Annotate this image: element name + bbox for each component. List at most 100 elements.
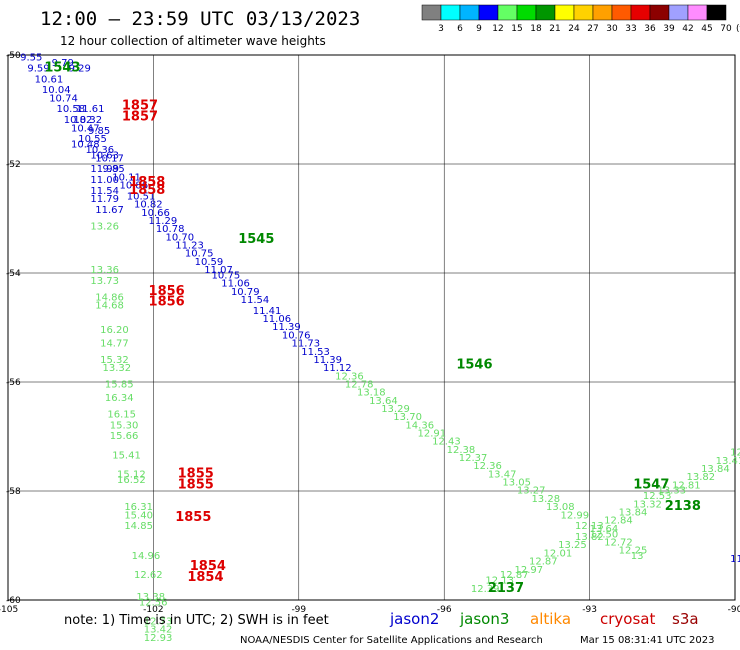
x-tick-label: -99 [291,605,306,615]
wave-height-label: 10.66 [141,208,170,219]
wave-height-label: 10.63 [90,151,119,162]
wave-height-label: 13.27 [517,486,546,497]
pass-number-label: 1856 [149,284,185,299]
wave-height-label: 12.84 [604,516,633,527]
y-tick-label: -50 [6,51,21,61]
satellite-label-jason2: jason2 [389,610,439,628]
wave-height-label: 10.75 [212,270,241,281]
satellite-label-altika: altika [530,610,571,628]
wave-height-label: 15.66 [110,431,139,442]
wave-height-label: 14.86 [95,292,124,303]
pass-number-label: 2138 [665,499,701,514]
wave-height-label: 13.38 [136,592,165,603]
wave-height-label: 13.26 [90,221,119,232]
pass-number-label: 1545 [238,232,274,247]
legend-swatch [668,4,689,21]
wave-height-label: 13 [631,551,644,562]
wave-height-label: 13.33 [657,486,686,497]
pass-number-label: 1854 [190,559,226,574]
wave-height-label: 12.72 [604,538,633,549]
wave-height-label: 12.93 [144,633,173,644]
wave-height-label: 16.15 [107,409,136,420]
wave-height-label: 10.11 [112,172,141,183]
wave-height-label: 9.59 [27,63,49,74]
wave-height-label: 11.06 [262,314,291,325]
legend-unit: (ft) [736,24,740,34]
pass-number-label: 1855 [178,477,214,492]
wave-height-label: 10.32 [73,115,102,126]
legend-tick-label: 15 [511,24,522,34]
wave-height-label: 9.85 [88,126,110,137]
wave-height-label: 10.47 [71,123,100,134]
footer-timestamp: Mar 15 08:31:41 UTC 2023 [580,635,715,646]
wave-height-label: 13.32 [103,363,132,374]
wave-height-label: 11.39 [313,355,342,366]
wave-height-label: 12.36 [335,371,364,382]
pass-number-label: 2137 [488,581,524,596]
wave-height-label: 12.87 [529,557,558,568]
satellite-label-s3a: s3a [672,610,699,628]
wave-height-label: 12.62 [134,570,163,581]
wave-height-label: 13.64 [369,396,398,407]
legend-swatch [516,4,537,21]
legend-tick-label: 36 [644,24,656,34]
pass-number-label: 1858 [129,175,165,190]
wave-height-label: 15.85 [105,379,134,390]
wave-height-label: 9.29 [69,63,91,74]
wave-height-label: 10.76 [282,330,311,341]
wave-height-label: 12.87 [500,570,529,581]
wave-height-label: 10.04 [42,85,71,96]
chart-title: 12:00 – 23:59 UTC 03/13/2023 [40,8,360,30]
pass-number-label: 1857 [122,99,158,114]
wave-height-label: 13.73 [90,276,119,287]
wave-height-label: 10.48 [71,140,100,151]
wave-height-label: 12.39 [471,584,500,595]
y-tick-label: -58 [6,487,21,497]
pass-number-label: 1854 [187,570,223,585]
wave-height-label: 11.12 [323,363,352,374]
legend-swatch [630,4,651,21]
legend-swatch [611,4,632,21]
legend-tick-label: 6 [457,24,463,34]
wave-height-label: 10.75 [185,249,214,260]
wave-height-label: 13.18 [357,388,386,399]
wave-height-label: 15.12 [117,469,146,480]
wave-height-label: 13.82 [687,472,716,483]
footer-note: note: 1) Time is in UTC; 2) SWH is in fe… [64,613,329,628]
wave-height-label: 9.85 [103,164,125,175]
footer-credit: NOAA/NESDIS Center for Satellite Applica… [240,635,543,646]
wave-height-label: 10.36 [86,145,115,156]
pass-number-label: 1857 [122,109,158,124]
pass-number-label: 1855 [178,466,214,481]
x-tick-label: -102 [143,605,163,615]
wave-height-label: 14.36 [405,420,434,431]
legend-tick-label: 30 [606,24,618,34]
wave-height-label: 13.36 [90,265,119,276]
legend-swatch [592,4,613,21]
wave-height-label: 11.29 [149,216,178,227]
legend-tick-label: 33 [625,24,636,34]
wave-height-label: 13.32 [633,499,662,510]
wave-height-label: 12.36 [473,461,502,472]
legend-tick-label: 18 [530,24,542,34]
wave-height-label: 14.96 [132,551,161,562]
pass-number-label: 1856 [149,295,185,310]
pass-number-label: 1543 [44,60,80,75]
wave-height-label: 10.82 [134,200,163,211]
legend-tick-label: 27 [587,24,598,34]
wave-height-label: 13.08 [546,502,575,513]
legend-tick-label: 70 [720,24,732,34]
wave-height-label: 13.47 [488,469,517,480]
legend-swatch [573,4,594,21]
wave-height-label: 10.61 [35,74,64,85]
wave-height-label: 11.54 [90,186,119,197]
wave-height-label: 11.06 [221,279,250,290]
wave-height-label: 9.79 [52,58,74,69]
wave-height-label: 12.73 [144,617,173,628]
wave-height-label: 12.38 [447,445,476,456]
legend-tick-label: 3 [438,24,444,34]
wave-height-label: 11.23 [175,240,204,251]
wave-height-label: 13.05 [502,478,531,489]
